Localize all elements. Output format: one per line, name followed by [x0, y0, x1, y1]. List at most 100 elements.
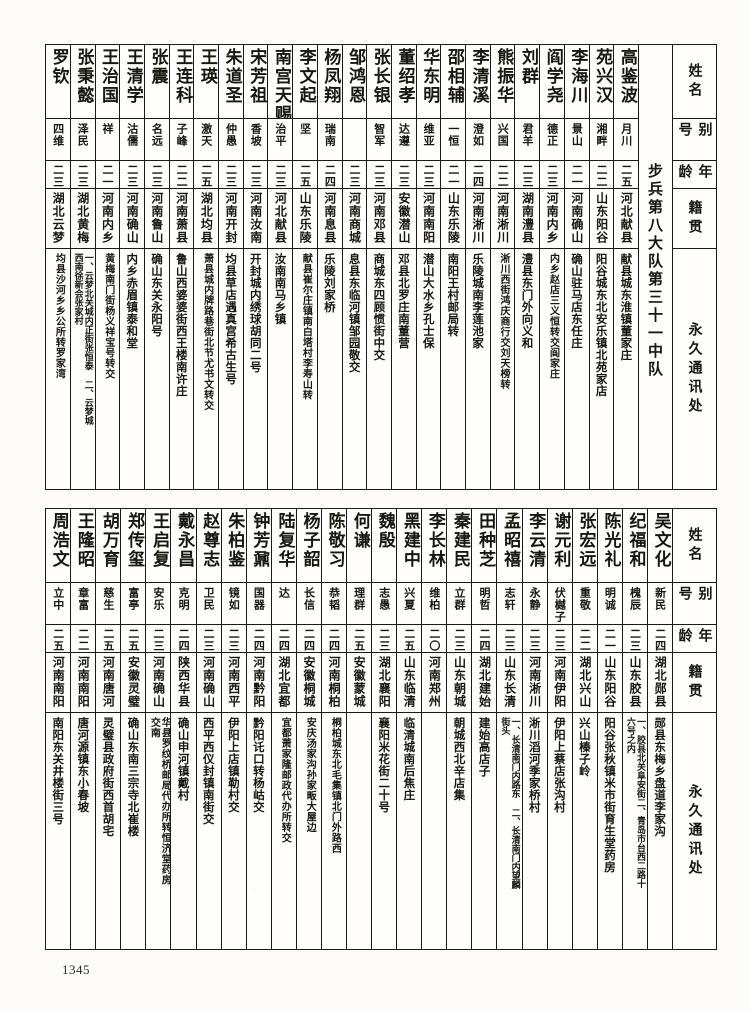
person-column[interactable]: 杨子韶 长信 二四 安徽桐城 安庆汤家沟孙家畈大屋边 — [295, 509, 321, 949]
person-birthplace: 河南西平 — [226, 656, 241, 708]
person-name: 陈敬习 — [324, 512, 345, 569]
person-column[interactable]: 李长林 维柏 二〇 河南郑州 — [421, 509, 447, 949]
person-column[interactable]: 杨凤翔 瑞南 二四 河南息县 乐陵刘家桥 — [316, 45, 342, 489]
person-name: 钟芳鼐 — [249, 512, 270, 569]
row-label-age: 年龄 — [673, 625, 716, 653]
person-alias: 永静 — [528, 587, 542, 611]
person-address: 息县东临河镇邹园敬交 — [347, 253, 362, 373]
row-label-address: 永久通讯处 — [686, 321, 703, 417]
person-column[interactable]: 邵相辅 一恒 二一 山东乐陵 南阳王村邮局转 — [440, 45, 466, 489]
person-column[interactable]: 李清溪 澄如 二四 河南淅川 乐陵城南李莲池家 — [465, 45, 490, 489]
person-address: 乐陵城南李莲池家 — [471, 253, 486, 349]
person-alias: 月川 — [619, 123, 633, 147]
person-alias: 理群 — [352, 587, 366, 611]
person-column[interactable]: 罗钦 四维 二三 湖北云梦 均县沙河乡乡公所转罗家湾 — [46, 45, 70, 489]
person-age: 二五 — [199, 164, 213, 188]
person-alias: 维亚 — [422, 123, 436, 147]
person-column[interactable]: 秦建民 立群 二三 山东朝城 朝城西北辛店集 — [446, 509, 472, 949]
person-column[interactable]: 郑传玺 富亭 二五 安徽灵璧 确山东南三宗寺北崔楼 — [120, 509, 146, 949]
person-alias: 仲愚 — [224, 123, 238, 147]
person-birthplace: 安徽潜山 — [396, 192, 411, 244]
person-alias: 槐辰 — [628, 587, 642, 611]
person-column[interactable]: 纪福和 槐辰 二三 山东胶县 一、胶县北关阜安街二、青岛市台西二路十六号之内 — [621, 509, 647, 949]
person-column[interactable]: 魏殷 志愚 二三 湖北襄阳 襄阳米花街二十号 — [371, 509, 397, 949]
person-birthplace: 河南商城 — [347, 192, 362, 244]
person-birthplace: 湖北云梦 — [51, 192, 66, 244]
person-birthplace: 湖北黄梅 — [75, 192, 90, 244]
person-alias: 四维 — [51, 123, 65, 147]
person-column[interactable]: 田种芝 明哲 二四 湖北建始 建始高店子 — [471, 509, 497, 949]
person-alias: 一恒 — [446, 123, 460, 147]
person-column[interactable]: 李文起坚二五 山东乐陵 献县崔尔庄镇南白塔村李寿山转 — [292, 45, 317, 489]
person-column[interactable]: 苑兴汉 湘畔 二二 山东阳谷 阳谷城东北安乐镇北苑家店 — [588, 45, 614, 489]
person-column[interactable]: 朱柏鉴 镜如 二三 河南西平 伊阳上店镇勒村交 — [220, 509, 246, 949]
person-column[interactable]: 王治国祥二一 河南内乡 黄梅南门街杨义祥宝号转交 — [94, 45, 120, 489]
person-name: 张长银 — [369, 48, 390, 105]
person-column[interactable]: 黑建中 兴夏 二五 山东临清 临清城南后焦庄 — [396, 509, 422, 949]
person-age: 二三 — [150, 164, 164, 188]
person-address: 献县崔尔庄镇南白塔村李寿山转 — [300, 253, 312, 400]
person-column[interactable]: 王隆昭 章富 二二 河南南阳 唐河源镇东小春坡 — [70, 509, 96, 949]
person-column[interactable]: 胡万育 慈生 二五 河南唐河 灵璧县政府街西首胡宅 — [95, 509, 121, 949]
person-address: 伊阳上店镇勒村交 — [226, 717, 241, 813]
person-column[interactable]: 邹鸿恩 二三 河南商城 息县东临河镇邹园敬交 — [341, 45, 367, 489]
page-number: 1345 — [62, 962, 90, 977]
person-address: 安庆汤家沟孙家畈大屋边 — [304, 717, 316, 833]
person-age: 二三 — [249, 164, 263, 188]
person-birthplace: 河南内乡 — [100, 192, 115, 244]
person-name: 杨凤翔 — [320, 48, 341, 105]
person-column[interactable]: 何谦 理群 二五 安徽蒙城 — [345, 509, 372, 949]
person-name: 高鉴波 — [616, 48, 637, 105]
person-column[interactable]: 刘群 君羊 二三 湖南澧县 澧县东门外向义和 — [514, 45, 540, 489]
row-label-name: 姓名 — [673, 45, 716, 119]
person-column[interactable]: 王连科 子峰 二二 河南萧县 鲁山西婆婆街西王楼南许庄 — [168, 45, 194, 489]
person-column[interactable]: 孟昭禧 志轩 二三 山东长清 一、长清南门内路东 二、长清南门内望麟街头 — [496, 509, 522, 949]
person-column[interactable]: 吴文化 新民 二四 湖北郧县 郧县东梅乡盘道李家沟 — [646, 509, 672, 949]
person-name: 李海川 — [567, 48, 588, 105]
person-column[interactable]: 王瑛 激天 二五 湖北均县 萧县城内牌路巷街北节尤书文转交 — [193, 45, 219, 489]
person-column[interactable]: 华东明 维亚 二三 河南南阳 潜山大水乡孔士保 — [415, 45, 441, 489]
person-age: 二二 — [595, 164, 609, 188]
person-column[interactable]: 陆复华达二四 湖北宜都 宜都萧家隆邮政代办所转交 — [270, 509, 296, 949]
person-birthplace: 山东朝城 — [452, 656, 467, 708]
person-column[interactable]: 钟芳鼐 国器 二四 河南黔阳 黔阳讬口转杨岵交 — [245, 509, 271, 949]
person-column[interactable]: 周浩文 立中 二五 河南南阳 南阳东关井楼街三号 — [46, 509, 71, 949]
person-column[interactable]: 李海川 景山 二一 河南确山 确山驻马店东任庄 — [563, 45, 589, 489]
person-column[interactable]: 王启复 安乐 二三 河南确山 华县罗纹桥邮局代办所转恒济堂药房交南 — [145, 509, 171, 949]
person-column[interactable]: 张震 名远 二三 河南鲁山 确山东关永阳号 — [143, 45, 169, 489]
roster-table-top: 姓名 别号 年龄 籍贯 永久通讯处 步兵第八大队第三十一中队 高鉴波 月川 二五 河北… — [45, 44, 717, 490]
person-age: 二四 — [302, 628, 316, 652]
person-name: 张震 — [147, 48, 168, 86]
person-age: 二四 — [471, 164, 485, 188]
person-birthplace: 湖北建始 — [477, 656, 492, 708]
person-column[interactable]: 李云清 永静 二三 河南淅川 淅川滔河季家桥村 — [521, 509, 547, 949]
person-address: 均县沙河乡乡公所转罗家湾 — [53, 253, 65, 379]
person-column[interactable]: 朱道圣 仲愚 二三 河南开封 均县草店遇真宫希古生号 — [218, 45, 243, 489]
person-column[interactable]: 戴永昌 克明 二四 陕西华县 确山申河镇戴村 — [170, 509, 196, 949]
person-age: 二二 — [578, 628, 592, 652]
person-age: 二三 — [348, 164, 362, 188]
person-column[interactable]: 南宫天赐 治平 二三 河北献县 汝南南马乡镇 — [267, 45, 293, 489]
person-column[interactable]: 宋芳祖 香坡 二三 河南汝南 开封城内绣球胡同二号 — [242, 45, 268, 489]
person-name: 陈光礼 — [600, 512, 621, 569]
person-column[interactable]: 赵尊志 卫民 二三 河南确山 西平西仪封镇南街交 — [195, 509, 221, 949]
person-address: 兴山榛子岭 — [577, 717, 592, 777]
person-birthplace: 河南伊阳 — [552, 656, 567, 708]
person-column[interactable]: 陈光礼 明诚 二一 山东阳谷 阳谷张秋镇米市街育生堂药房 — [596, 509, 622, 949]
person-name: 胡万育 — [98, 512, 119, 569]
person-column[interactable]: 陈敬习 恭韬 二四 河南桐柏 桐柏城东北毛集镇北门外路西 — [320, 509, 346, 949]
person-column[interactable]: 高鉴波 月川 二五 河北献县 献县城东淮镇董家庄 — [613, 45, 638, 489]
person-column[interactable]: 张秉懿 泽民 二三 湖北黄梅 一、云梦北关城内正街张恒泰 二、云梦城西南徐新会张家村 — [69, 45, 95, 489]
person-column[interactable]: 谢元利 伏樾子 二三 河南伊阳 伊阳上蔡店张沟村 — [546, 509, 572, 949]
person-address: 确山驻马店东任庄 — [569, 253, 584, 349]
person-column[interactable]: 阎学尧 德正 二三 河南内乡 内乡赵店三义恒转交阎家庄 — [539, 45, 564, 489]
person-column[interactable]: 董绍孝 达遵 二三 安徽潜山 邓县北罗庄南董营 — [390, 45, 416, 489]
person-column[interactable]: 熊振华 兴国 二二 河南淅川 淅川西街鸿庆商行交刘天榜转 — [489, 45, 515, 489]
person-address: 朝城西北辛店集 — [452, 717, 467, 801]
person-name: 杨子韶 — [299, 512, 320, 569]
person-age: 二五 — [126, 628, 140, 652]
person-column[interactable]: 张长银 智军 二三 河南邓县 商城东四顾惯街中交 — [366, 45, 391, 489]
person-column[interactable]: 王清学 沽儒 二三 河南确山 内乡赤眉镇泰和堂 — [119, 45, 144, 489]
person-column[interactable]: 张宏远 重敬 二二 湖北兴山 兴山榛子岭 — [571, 509, 597, 949]
person-birthplace: 河南息县 — [322, 192, 337, 244]
